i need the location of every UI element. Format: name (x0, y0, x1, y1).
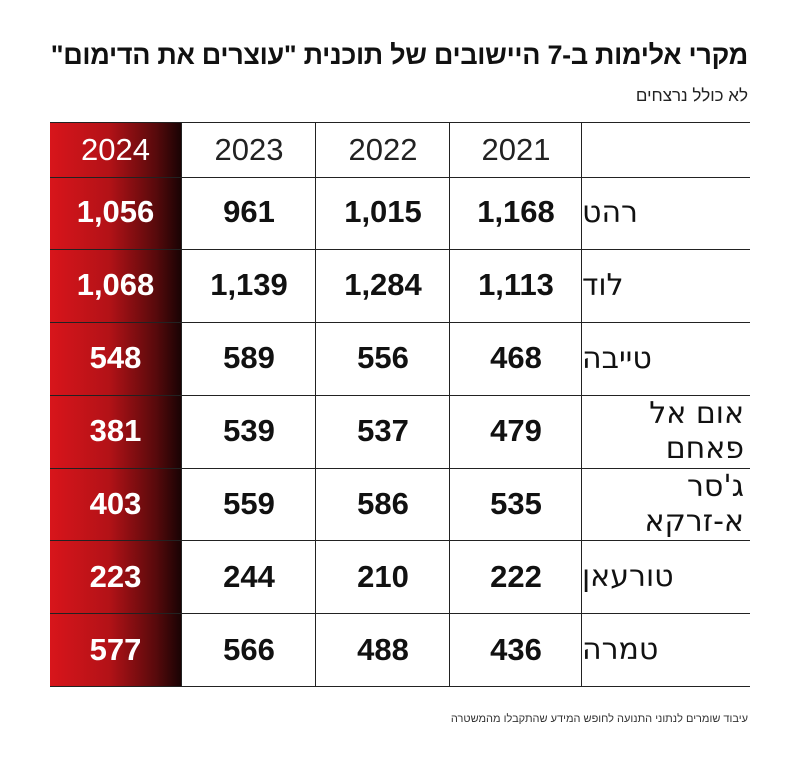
cell-2021: 479 (449, 394, 582, 468)
row-name: טורעאן (581, 540, 750, 614)
cell-2022: 210 (315, 540, 450, 614)
data-table: 2024 2023 2022 2021 1,056 961 1,015 1,168 רה… (50, 122, 750, 688)
row-name: ג'סר א-זרקא (581, 467, 750, 541)
cell-2024: 1,068 (76, 267, 155, 303)
cell-2024: 223 (89, 558, 142, 594)
chart-title: מקרי אלימות ב-7 היישובים של תוכנית "עוצר… (50, 40, 749, 70)
cell-2023: 539 (181, 394, 316, 468)
cell-2023: 244 (181, 540, 316, 614)
row-name: לוד (581, 248, 750, 322)
cell-2021: 222 (449, 540, 582, 614)
cell-2022: 556 (315, 321, 450, 395)
header-2023: 2023 (181, 123, 316, 177)
highlight-column-background (50, 122, 181, 686)
row-name: אום אל פאחם (581, 394, 750, 468)
cell-2022: 537 (315, 394, 450, 468)
cell-2024: 577 (89, 631, 142, 667)
table-row: 381 539 537 479 אום אל פאחם (50, 394, 750, 469)
row-name: טייבה (581, 321, 750, 395)
header-2024: 2024 (81, 132, 150, 167)
cell-2024: 403 (89, 486, 142, 522)
row-name: טמרה (581, 613, 750, 687)
table-row: 1,056 961 1,015 1,168 רהט (50, 176, 750, 250)
cell-2021: 468 (449, 321, 582, 395)
cell-2024: 548 (89, 340, 142, 376)
cell-2024: 1,056 (76, 194, 155, 230)
header-2021: 2021 (449, 123, 582, 177)
cell-2023: 589 (181, 321, 316, 395)
cell-2023: 566 (181, 613, 316, 687)
source-note: עיבוד שומרים לנתוני התנועה לחופש המידע ש… (450, 713, 748, 725)
table-row: 403 559 586 535 ג'סר א-זרקא (50, 467, 750, 542)
table-row: 223 244 210 222 טורעאן (50, 540, 750, 615)
cell-2021: 1,113 (449, 248, 582, 322)
cell-2021: 1,168 (449, 176, 582, 249)
cell-2021: 436 (449, 613, 582, 687)
cell-2023: 559 (181, 467, 316, 541)
cell-2022: 1,015 (315, 176, 450, 249)
header-name (581, 123, 750, 177)
cell-2022: 586 (315, 467, 450, 541)
table-row: 1,068 1,139 1,284 1,113 לוד (50, 248, 750, 323)
table-row: 577 566 488 436 טמרה (50, 613, 750, 688)
header-2022: 2022 (315, 123, 450, 177)
cell-2023: 961 (181, 176, 316, 249)
chart-subtitle: לא כולל נרצחים (635, 86, 748, 105)
cell-2023: 1,139 (181, 248, 316, 322)
row-name: רהט (581, 176, 750, 249)
cell-2022: 1,284 (315, 248, 450, 322)
header-row: 2024 2023 2022 2021 (50, 122, 750, 178)
cell-2024: 381 (89, 413, 142, 449)
cell-2021: 535 (449, 467, 582, 541)
table-row: 548 589 556 468 טייבה (50, 321, 750, 396)
cell-2022: 488 (315, 613, 450, 687)
